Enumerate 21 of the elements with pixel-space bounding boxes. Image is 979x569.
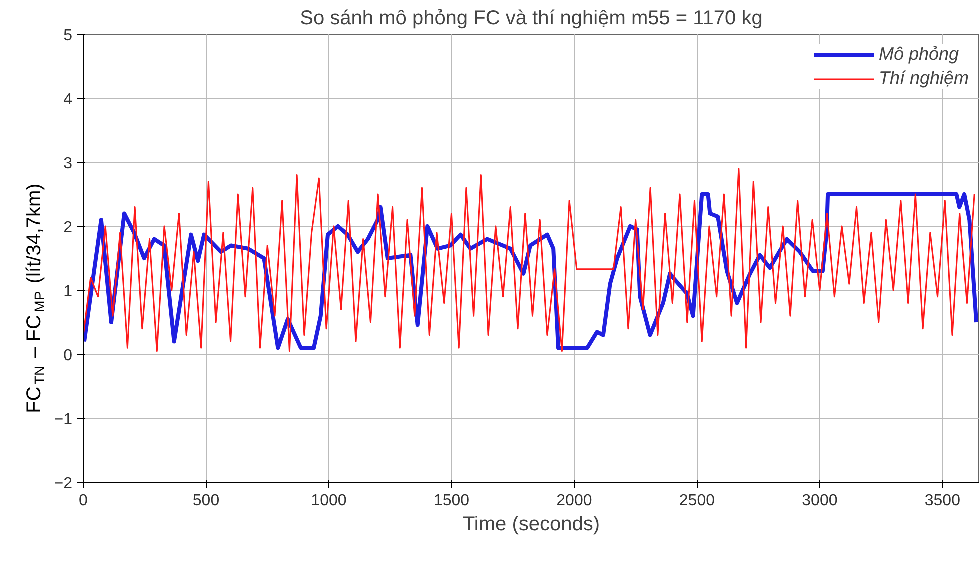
x-tick-label: 500 — [192, 492, 220, 510]
legend-label: Mô phỏng — [878, 44, 960, 65]
x-tick-label: 3000 — [802, 492, 838, 510]
y-tick-label: 0 — [64, 348, 73, 364]
y-tick-label: 3 — [64, 156, 73, 172]
x-tick-label: 1500 — [434, 492, 470, 510]
y-axis-title: FCTN – FCMP (lít/34,7km) — [24, 184, 48, 414]
x-tick-label: 1000 — [311, 492, 347, 510]
x-tick-label: 2500 — [679, 492, 716, 510]
y-tick-label: −1 — [54, 412, 73, 428]
x-tick-label: 2000 — [556, 492, 592, 510]
x-tick-label: 3500 — [924, 492, 961, 510]
y-tick-label: 1 — [64, 284, 73, 300]
y-tick-label: 4 — [64, 92, 73, 108]
x-axis-title: Time (seconds) — [462, 514, 600, 536]
legend-label: Thí nghiệm — [878, 68, 969, 89]
y-tick-label: −2 — [54, 476, 73, 492]
chart-title: So sánh mô phỏng FC và thí nghiệm m55 = 1170 kg — [300, 8, 763, 30]
y-tick-label: 5 — [64, 28, 73, 44]
x-tick-label: 0 — [79, 492, 88, 510]
y-tick-label: 2 — [64, 220, 73, 236]
